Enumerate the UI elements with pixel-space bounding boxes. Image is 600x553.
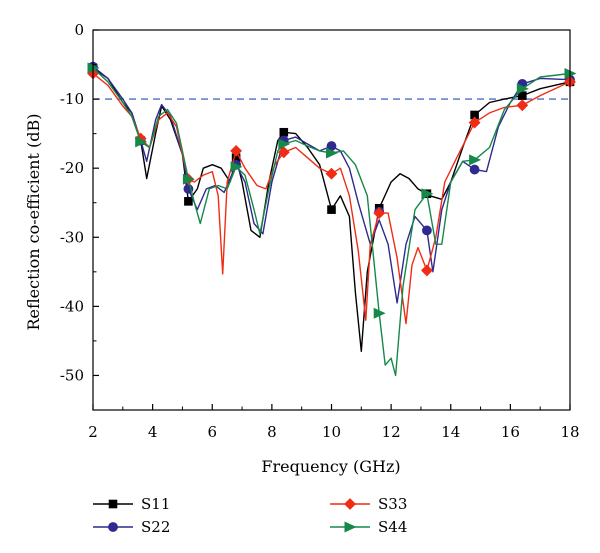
series-point-s44-5 [326,147,338,159]
x-tick-label-10: 10 [322,423,341,441]
legend-label-s11: S11 [141,495,170,513]
series-line-s11 [92,67,571,352]
x-tick-label-14: 14 [441,423,460,441]
series-line-s22 [92,66,571,304]
y-axis-title: Reflection co-efficient (dB) [24,114,43,331]
y-tick-label--40: -40 [60,297,84,315]
y-tick-label--20: -20 [60,159,84,177]
series-point-s11-5 [327,205,336,214]
series-point-s22-8 [469,164,480,175]
legend-item-s11: S11 [93,495,170,513]
legend-item-s22: S22 [93,518,170,536]
series-point-s44-2 [182,173,195,185]
x-tick-label-16: 16 [501,423,520,441]
series-point-s33-3 [230,145,242,157]
series-point-s44-6 [373,307,386,319]
series-line-s33 [92,72,571,325]
x-tick-label-8: 8 [267,423,277,441]
legend-marker-s22 [108,522,118,532]
series-point-s44-7 [421,188,434,200]
series-point-s33-4 [277,146,290,159]
series-point-s33-8 [468,116,481,129]
series-point-s44-9 [516,83,529,95]
series-point-s44-4 [278,138,291,150]
x-tick-label-2: 2 [88,423,98,441]
legend-label-s22: S22 [141,518,170,536]
series-s22 [88,61,575,304]
legend-marker-s33 [344,498,356,510]
series-point-s11-3 [231,153,241,163]
series-point-s33-6 [373,207,386,219]
legend-item-s33: S33 [330,495,407,513]
x-tick-label-6: 6 [207,423,217,441]
y-tick-label--10: -10 [60,90,84,108]
y-tick-label--50: -50 [60,366,84,384]
axes-layer: 2 4 6 8 10 12 14 16 18 0 -10 -20 -30 -40 -50 [60,21,580,441]
legend-marker-s44 [344,521,357,533]
series-point-s11-4 [279,127,289,137]
series-s44 [87,62,577,377]
series-point-s22-5 [326,141,337,151]
series-point-s11-9 [518,91,527,100]
series-point-s44-8 [469,154,482,166]
series-point-s11-2 [184,197,193,206]
x-tick-label-12: 12 [382,423,401,441]
series-point-s11-8 [470,110,479,120]
series-point-s33-7 [421,264,433,277]
x-tick-label-4: 4 [148,423,158,441]
series-point-s33-9 [516,99,529,112]
series-line-s44 [92,67,571,377]
y-tick-label--30: -30 [60,228,84,246]
series-point-s44-1 [135,136,148,148]
x-tick-label-18: 18 [560,423,579,441]
series-s11 [88,63,575,352]
series-point-s44-3 [230,161,243,173]
legend: S11 S22 S33 S44 [93,495,407,536]
legend-label-s33: S33 [378,495,407,513]
y-tick-label-0: 0 [74,21,84,39]
series-point-s22-7 [422,225,432,236]
x-axis-title: Frequency (GHz) [261,457,400,476]
series-layer [87,61,577,377]
plot-frame [92,29,571,411]
legend-label-s44: S44 [378,518,407,536]
series-point-s33-5 [325,167,338,180]
legend-item-s44: S44 [330,518,407,536]
legend-marker-s11 [108,499,118,509]
